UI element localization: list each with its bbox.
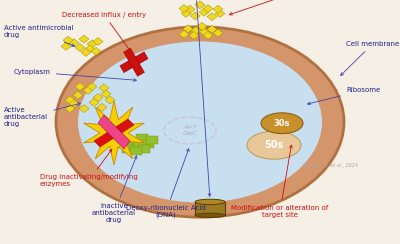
- Polygon shape: [195, 1, 205, 9]
- Polygon shape: [79, 105, 89, 112]
- Polygon shape: [179, 30, 189, 38]
- Polygon shape: [61, 42, 71, 50]
- Polygon shape: [87, 83, 97, 91]
- Polygon shape: [65, 105, 75, 112]
- Text: Decreased influx / entry: Decreased influx / entry: [62, 12, 146, 53]
- Polygon shape: [146, 136, 158, 144]
- Text: Cell membrane: Cell membrane: [341, 41, 399, 75]
- Ellipse shape: [78, 41, 322, 203]
- Polygon shape: [179, 5, 189, 12]
- Polygon shape: [93, 38, 103, 45]
- Polygon shape: [207, 25, 217, 33]
- Polygon shape: [191, 27, 201, 34]
- Polygon shape: [69, 39, 79, 47]
- Ellipse shape: [195, 199, 225, 204]
- Polygon shape: [199, 8, 209, 16]
- FancyBboxPatch shape: [195, 202, 225, 215]
- Polygon shape: [122, 145, 134, 153]
- Polygon shape: [213, 5, 223, 13]
- Polygon shape: [203, 5, 213, 12]
- Text: Cytoplasm: Cytoplasm: [14, 69, 136, 81]
- Polygon shape: [89, 99, 99, 106]
- Polygon shape: [215, 10, 225, 17]
- Polygon shape: [63, 36, 73, 44]
- Polygon shape: [105, 96, 115, 104]
- Polygon shape: [142, 140, 154, 148]
- Polygon shape: [84, 101, 144, 165]
- Polygon shape: [97, 103, 107, 111]
- Text: 30s: 30s: [274, 119, 290, 128]
- Polygon shape: [91, 47, 101, 55]
- Text: Ribosome: Ribosome: [308, 87, 380, 105]
- Polygon shape: [101, 90, 111, 98]
- Polygon shape: [87, 40, 97, 48]
- Polygon shape: [79, 35, 89, 43]
- Polygon shape: [138, 145, 150, 153]
- Text: Deoxy-ribonucleic Acid
(DNA): Deoxy-ribonucleic Acid (DNA): [126, 149, 206, 218]
- Text: Inactive
antibacterial
drug: Inactive antibacterial drug: [92, 156, 137, 223]
- Ellipse shape: [247, 131, 301, 159]
- Polygon shape: [132, 142, 144, 150]
- Text: A=T
G≡C: A=T G≡C: [183, 125, 197, 136]
- Polygon shape: [183, 25, 193, 33]
- Polygon shape: [118, 135, 130, 143]
- Polygon shape: [81, 49, 91, 56]
- Polygon shape: [207, 13, 217, 20]
- Polygon shape: [93, 94, 103, 102]
- Polygon shape: [213, 29, 223, 37]
- Polygon shape: [65, 96, 75, 104]
- Ellipse shape: [195, 213, 225, 218]
- Polygon shape: [75, 83, 85, 91]
- Polygon shape: [85, 45, 95, 53]
- Polygon shape: [189, 31, 199, 39]
- Polygon shape: [185, 5, 195, 13]
- Text: Modification or alteration of
target site: Modification or alteration of target sit…: [231, 145, 329, 218]
- Polygon shape: [203, 31, 213, 39]
- Polygon shape: [75, 44, 85, 51]
- Polygon shape: [120, 52, 148, 73]
- Polygon shape: [73, 91, 83, 99]
- Polygon shape: [124, 48, 144, 76]
- Polygon shape: [199, 28, 209, 36]
- Polygon shape: [197, 22, 207, 30]
- Text: Active
antibacterial
drug: Active antibacterial drug: [4, 103, 80, 127]
- Polygon shape: [181, 10, 191, 17]
- Polygon shape: [114, 140, 126, 148]
- Polygon shape: [98, 115, 130, 149]
- Polygon shape: [136, 134, 148, 142]
- Text: Efflux pump: Efflux pump: [175, 0, 217, 196]
- Text: 50s: 50s: [264, 140, 284, 150]
- Ellipse shape: [261, 113, 303, 134]
- Polygon shape: [190, 12, 200, 20]
- Polygon shape: [126, 138, 138, 145]
- Text: Mubeen S. et al., 2024: Mubeen S. et al., 2024: [303, 163, 358, 168]
- Polygon shape: [69, 100, 79, 108]
- Polygon shape: [130, 147, 142, 155]
- Polygon shape: [94, 119, 134, 147]
- Polygon shape: [99, 84, 109, 92]
- Ellipse shape: [56, 27, 344, 217]
- Polygon shape: [83, 86, 93, 94]
- Text: Increased efflux of
antimicrobials: Increased efflux of antimicrobials: [230, 0, 353, 15]
- Text: Drug inactivating/modifying
enzymes: Drug inactivating/modifying enzymes: [40, 149, 138, 187]
- Text: Active antimicrobial
drug: Active antimicrobial drug: [4, 25, 74, 46]
